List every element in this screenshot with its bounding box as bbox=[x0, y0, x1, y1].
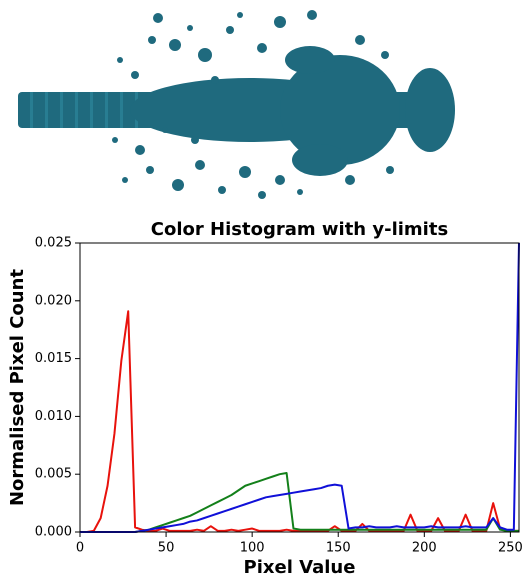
series-line bbox=[80, 310, 519, 533]
x-axis-label: Pixel Value bbox=[244, 557, 356, 577]
x-tick-label: 200 bbox=[412, 541, 437, 556]
y-tick-label: 0.020 bbox=[35, 293, 72, 308]
x-tick-label: 0 bbox=[76, 541, 84, 556]
x-tick-label: 50 bbox=[158, 541, 175, 556]
y-tick-label: 0.005 bbox=[35, 467, 72, 482]
y-tick-label: 0.025 bbox=[35, 236, 72, 251]
jet-image bbox=[18, 10, 455, 199]
x-tick-label: 150 bbox=[326, 541, 351, 556]
plot-frame bbox=[79, 242, 520, 533]
y-tick-label: 0.000 bbox=[35, 525, 72, 540]
x-tick-label: 250 bbox=[498, 541, 522, 556]
y-tick-label: 0.015 bbox=[35, 351, 72, 366]
x-tick-label: 100 bbox=[240, 541, 265, 556]
series-line bbox=[80, 472, 519, 533]
series-line bbox=[80, 242, 520, 533]
y-tick-label: 0.010 bbox=[35, 409, 72, 424]
chart-title: Color Histogram with y-limits bbox=[151, 219, 448, 240]
y-axis-label: Normalised Pixel Count bbox=[7, 269, 28, 506]
